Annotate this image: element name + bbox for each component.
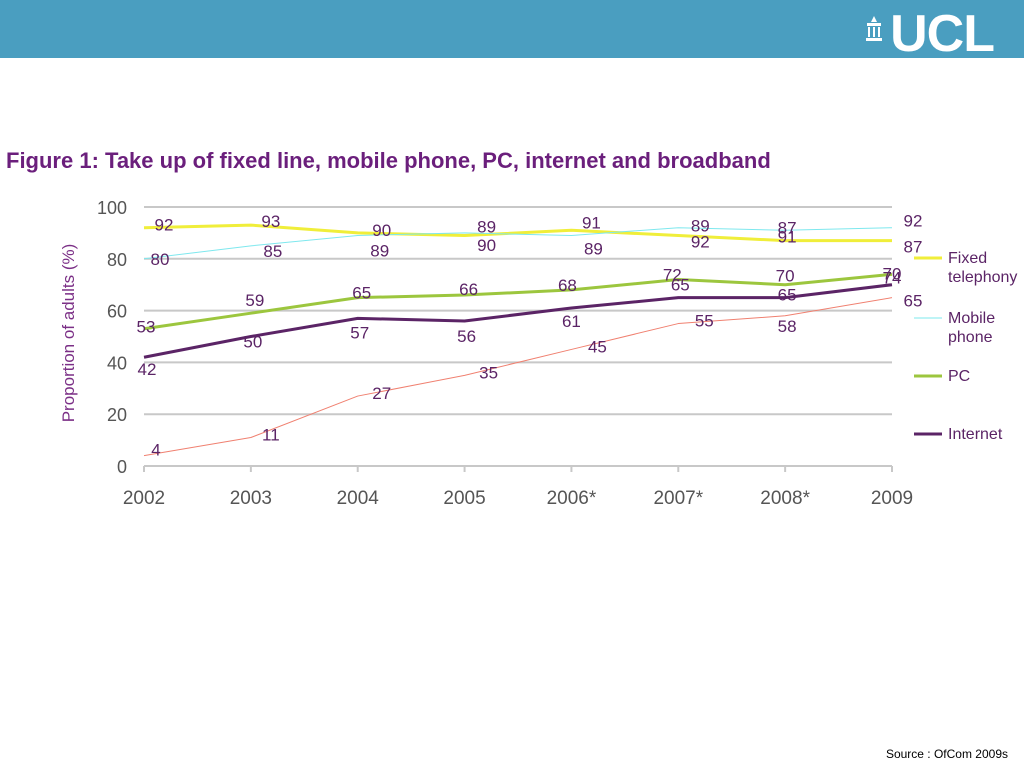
series-line-unnamed [143, 297, 893, 457]
data-label: 91 [582, 213, 601, 232]
data-label: 89 [584, 239, 603, 258]
data-label: 61 [562, 312, 581, 331]
data-label: 50 [243, 333, 262, 352]
data-label: 70 [883, 265, 902, 284]
data-label: 92 [155, 216, 174, 235]
data-label: 57 [350, 323, 369, 342]
legend: Fixed telephony Mobile phone PC Internet [914, 250, 1017, 443]
legend-label: Fixed telephony [948, 250, 1017, 286]
y-tick-label: 100 [97, 198, 127, 218]
data-label: 65 [904, 292, 923, 311]
y-tick-label: 80 [107, 250, 127, 270]
legend-label: Internet [948, 426, 1003, 443]
data-label: 58 [778, 317, 797, 336]
y-tick-label: 20 [107, 405, 127, 425]
data-label: 93 [261, 212, 280, 231]
data-label: 90 [477, 236, 496, 255]
data-label: 55 [695, 312, 714, 331]
data-label: 74 [883, 268, 902, 287]
x-tick-label: 2007* [653, 488, 703, 509]
legend-label: Mobile phone [948, 310, 995, 346]
series-lines [143, 223, 893, 457]
legend-label: PC [948, 368, 970, 385]
figure-title: Figure 1: Take up of fixed line, mobile … [6, 148, 771, 173]
data-label: 53 [137, 318, 156, 337]
data-label: 90 [372, 221, 391, 240]
data-label: 4 [151, 441, 160, 460]
logo-text: UCL [890, 5, 995, 63]
data-label: 65 [778, 286, 797, 305]
x-tick-label: 2006* [547, 488, 597, 509]
series-line-mobile-phone [143, 227, 893, 260]
data-label: 42 [138, 360, 157, 379]
data-label: 85 [263, 242, 282, 261]
data-label: 89 [477, 217, 496, 236]
x-tick-label: 2005 [443, 488, 485, 509]
series-line-fixed-telephony [143, 223, 892, 243]
data-label: 80 [151, 250, 170, 269]
header-bar: UCL [0, 0, 1024, 63]
data-label: 68 [558, 276, 577, 295]
x-tick-label: 2004 [337, 488, 380, 509]
y-tick-label: 40 [107, 353, 127, 373]
y-tick-label: 60 [107, 302, 127, 322]
data-label: 70 [776, 267, 795, 286]
data-label: 87 [778, 219, 797, 238]
data-label: 35 [479, 363, 498, 382]
data-label: 89 [370, 241, 389, 260]
x-tick-label: 2008* [760, 488, 810, 509]
data-label: 65 [352, 284, 371, 303]
data-label: 65 [671, 276, 690, 295]
data-label: 56 [457, 327, 476, 346]
data-label: 72 [663, 266, 682, 285]
series-line-internet [143, 283, 893, 359]
ucl-logo: UCL [864, 5, 995, 63]
data-label: 92 [691, 233, 710, 252]
x-tick-label: 2002 [123, 488, 165, 509]
data-label: 59 [245, 291, 264, 310]
source-note: Source : OfCom 2009s [885, 747, 1008, 761]
y-axis-label: Proportion of adults (%) [59, 244, 78, 423]
data-label: 27 [372, 384, 391, 403]
y-axis-ticks: 0 20 40 60 80 100 [97, 198, 127, 477]
data-label: 45 [588, 337, 607, 356]
portico-icon [866, 16, 883, 41]
data-label: 11 [262, 426, 280, 445]
data-label: 89 [691, 216, 710, 235]
data-label: 92 [904, 212, 923, 231]
x-tick-label: 2009 [871, 488, 913, 509]
y-tick-label: 0 [117, 457, 127, 477]
data-label: 87 [904, 238, 923, 257]
x-tick-label: 2003 [230, 488, 272, 509]
series-line-pc [143, 272, 893, 331]
x-axis-ticks: 2002 2003 2004 2005 2006* 2007* 2008* 2009 [123, 466, 913, 509]
data-label: 91 [778, 227, 797, 246]
data-label: 66 [459, 280, 478, 299]
